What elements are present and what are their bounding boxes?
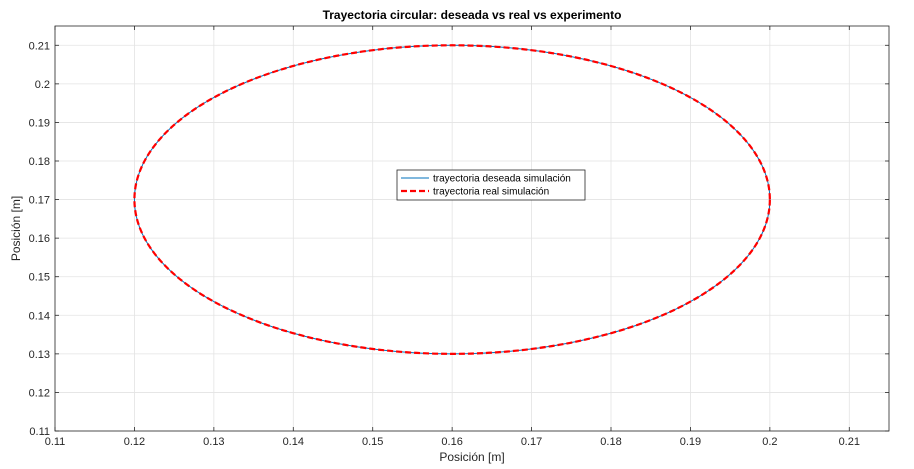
y-tick-label: 0.14 bbox=[29, 310, 50, 322]
legend-box bbox=[396, 169, 586, 201]
y-tick-label: 0.12 bbox=[29, 387, 50, 399]
series-line-2 bbox=[133, 44, 771, 355]
y-tick-label: 0.16 bbox=[29, 233, 50, 245]
x-tick-label: 0.14 bbox=[283, 436, 304, 448]
x-tick-label: 0.2 bbox=[762, 436, 777, 448]
x-tick-label: 0.19 bbox=[680, 436, 701, 448]
legend-label: trayectoria deseada simulación bbox=[433, 174, 571, 185]
y-tick-label: 0.18 bbox=[29, 156, 50, 168]
y-tick-label: 0.21 bbox=[29, 40, 50, 52]
plot-area bbox=[55, 26, 889, 431]
series-group bbox=[133, 44, 771, 355]
x-tick-label: 0.17 bbox=[521, 436, 542, 448]
y-tick-label: 0.17 bbox=[29, 195, 50, 207]
y-tick-label: 0.2 bbox=[35, 79, 50, 91]
legend-label: trayectoria real simulación bbox=[433, 187, 549, 198]
y-tick-label: 0.15 bbox=[29, 272, 50, 284]
y-tick-label: 0.13 bbox=[29, 349, 50, 361]
x-tick-label: 0.12 bbox=[124, 436, 145, 448]
x-tick-label: 0.11 bbox=[45, 436, 66, 448]
x-tick-label: 0.18 bbox=[600, 436, 621, 448]
y-axis-label: Posición [m] bbox=[9, 196, 23, 261]
x-tick-label: 0.16 bbox=[441, 436, 462, 448]
chart-title: Trayectoria circular: deseada vs real vs… bbox=[323, 8, 622, 22]
x-tick-label: 0.13 bbox=[203, 436, 224, 448]
axes-box bbox=[54, 25, 890, 432]
x-tick-label: 0.15 bbox=[362, 436, 383, 448]
x-axis-label: Posición [m] bbox=[439, 450, 504, 464]
axis-ticks: 0.11 0.12 0.13 0.14 0.15 0.16 0.17 0.18 0.19 0.2 0… bbox=[29, 26, 889, 448]
y-tick-label: 0.11 bbox=[29, 426, 50, 438]
legend: trayectoria deseada simulación trayectori… bbox=[396, 169, 586, 201]
x-tick-label: 0.21 bbox=[839, 436, 860, 448]
y-tick-label: 0.19 bbox=[29, 117, 50, 129]
